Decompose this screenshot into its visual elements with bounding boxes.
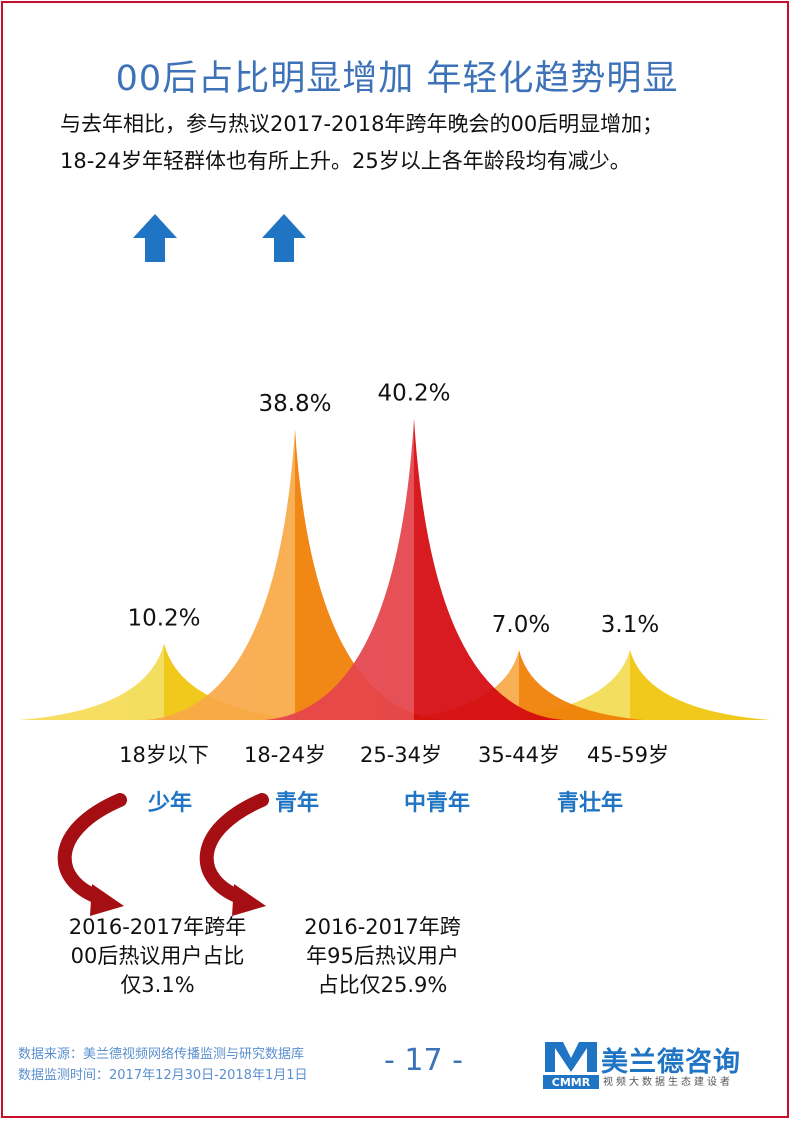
peak-1 [145,429,445,720]
increase-arrow-icon-0 [133,214,177,262]
curved-arrow-left [57,793,127,916]
subtitle-line-2: 18-24岁年轻群体也有所上升。25岁以上各年龄段均有减少。 [60,149,631,173]
chart-group-labels: 少年 青年 中青年 青壮年 [147,790,623,816]
category-label-0: 18岁以下 [119,743,209,767]
logo-abbr: CMMR [552,1076,591,1089]
peak-2 [264,418,564,720]
note-95s: 2016-2017年跨 年95后热议用户 占比仅25.9% [275,913,490,1000]
category-label-3: 35-44岁 [478,743,560,767]
subtitle-line-1: 与去年相比，参与热议2017-2018年跨年晚会的00后明显增加； [60,112,664,136]
chart-value-labels: 10.2% 38.8% 40.2% 7.0% 3.1% [127,381,659,639]
note-00s: 2016-2017年跨年 00后热议用户占比 仅3.1% [45,913,270,1000]
group-label-prime: 青壮年 [557,790,623,816]
note-95s-line-2: 年95后热议用户 [306,944,459,968]
value-label-3: 7.0% [492,612,550,638]
page-title: 00后占比明显增加 年轻化趋势明显 [115,59,679,99]
subtitle: 与去年相比，参与热议2017-2018年跨年晚会的00后明显增加； 18-24岁… [60,106,760,180]
footer-source: 数据来源：美兰德视频网络传播监测与研究数据库 数据监测时间：2017年12月30… [18,1044,308,1086]
cmmr-logo-icon: CMMR [543,1042,599,1089]
chart-increase-arrows [133,214,306,262]
peak-4 [490,650,770,720]
chart-category-labels: 18岁以下 18-24岁 25-34岁 35-44岁 45-59岁 [119,743,669,767]
value-label-0: 10.2% [127,606,200,632]
chart-peaks [19,418,770,720]
logo-name: 美兰德咨询 [601,1047,741,1078]
note-00s-line-3: 仅3.1% [120,973,195,997]
category-label-4: 45-59岁 [587,743,669,767]
category-label-2: 25-34岁 [360,743,442,767]
note-95s-line-1: 2016-2017年跨 [304,915,461,939]
note-95s-line-3: 占比仅25.9% [317,973,448,997]
note-00s-line-2: 00后热议用户占比 [70,944,245,968]
company-logo: CMMR 美兰德咨询 视频大数据生态建设者 [543,1040,758,1090]
footer-source-line: 数据来源：美兰德视频网络传播监测与研究数据库 [18,1047,305,1062]
curved-arrow-right [199,793,269,916]
group-label-youth: 少年 [147,790,192,816]
group-label-middle-young: 中青年 [404,790,470,816]
value-label-2: 40.2% [377,381,450,407]
footer-period-line: 数据监测时间：2017年12月30日-2018年1月1日 [18,1068,308,1083]
page-number: - 17 - [384,1043,463,1078]
group-label-young: 青年 [275,790,319,816]
value-label-4: 3.1% [601,612,659,638]
logo-tagline: 视频大数据生态建设者 [603,1077,733,1088]
note-00s-line-1: 2016-2017年跨年 [68,915,247,939]
increase-arrow-icon-1 [262,214,306,262]
category-label-1: 18-24岁 [244,743,326,767]
value-label-1: 38.8% [258,391,331,417]
curved-arrows [57,793,269,916]
